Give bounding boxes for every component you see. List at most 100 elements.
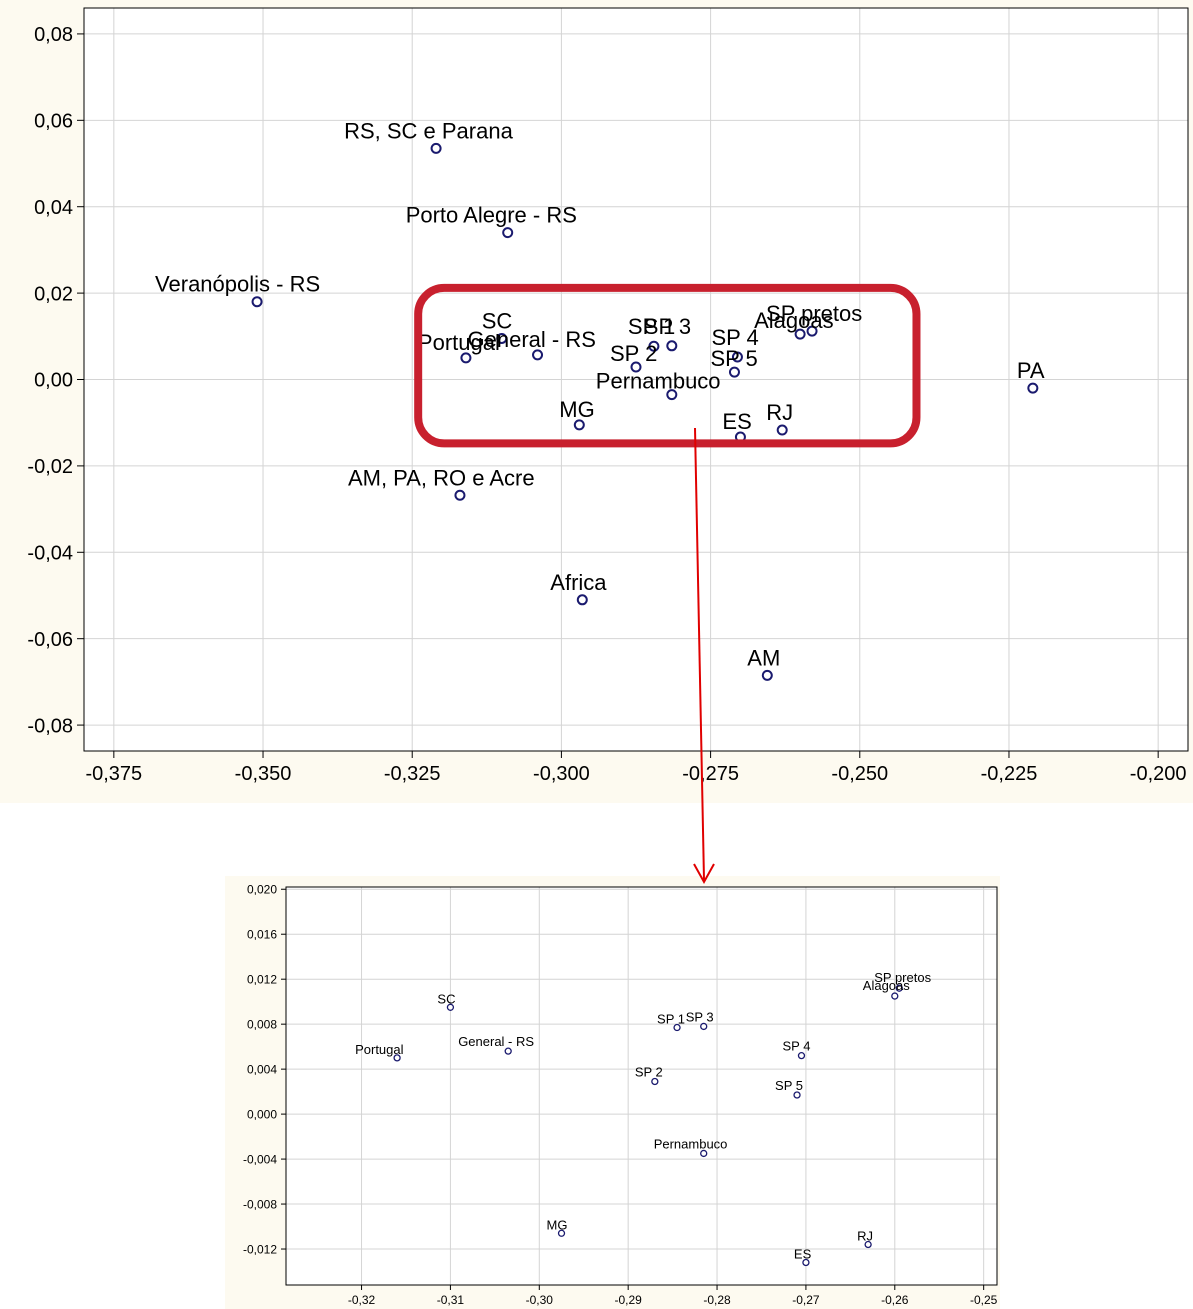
point-label-rs-sc-e-parana: RS, SC e Parana [344, 118, 514, 143]
main-chart: -0,375 -0,350 -0,325 -0,300 -0,275 -0,250 -0,2… [0, 0, 1193, 803]
point-general-rs[interactable] [532, 349, 544, 361]
point-label-am: AM [747, 645, 780, 670]
main-y-tick-label: -0,06 [27, 629, 73, 651]
point-label-sp-2: SP 2 [635, 1065, 663, 1080]
point-label-sp-1: SP 1 [657, 1012, 685, 1027]
zoom-y-tick-label: 0,020 [247, 883, 277, 897]
point-label-pa: PA [1017, 358, 1045, 383]
point-sp-3[interactable] [700, 1022, 708, 1031]
point-sp-4[interactable] [731, 351, 743, 363]
point-pa[interactable] [1027, 382, 1039, 394]
point-label-sp-pretos: SP pretos [766, 301, 862, 326]
point-label-portugal: Portugal [355, 1042, 404, 1057]
main-plot-frame [83, 7, 1189, 752]
point-am-pa-ro-e-acre[interactable] [454, 489, 466, 501]
point-label-pernambuco: Pernambuco [654, 1136, 728, 1151]
point-label-porto-alegre-rs: Porto Alegre - RS [406, 203, 577, 228]
main-y-tick-label: -0,08 [27, 715, 73, 737]
point-label-rj: RJ [857, 1229, 873, 1244]
point-label-pernambuco: Pernambuco [596, 369, 721, 394]
zoom-y-tick-label: 0,000 [247, 1107, 277, 1121]
point-label-sp-5: SP 5 [710, 346, 757, 371]
point-alagoas[interactable] [794, 328, 806, 340]
point-sp-3[interactable] [666, 340, 678, 352]
main-x-tick-label: -0,275 [682, 763, 739, 785]
point-sp-4[interactable] [797, 1051, 806, 1060]
point-rs-sc-e-parana[interactable] [430, 142, 442, 154]
point-mg[interactable] [573, 419, 585, 431]
point-label-alagoas: Alagoas [754, 308, 834, 333]
point-label-sp-3: SP 3 [686, 1009, 714, 1024]
zoom-x-tick-label: -0,27 [792, 1293, 820, 1307]
point-sc[interactable] [446, 1003, 455, 1011]
zoom-arrow-head [693, 863, 715, 885]
zoom-y-tick-label: -0,012 [243, 1242, 277, 1256]
zoom-y-tick-label: 0,008 [247, 1017, 277, 1031]
point-rj[interactable] [776, 424, 788, 436]
zoom-x-tick-label: -0,31 [437, 1293, 465, 1307]
point-label-sp-2: SP 2 [610, 341, 657, 366]
point-porto-alegre-rs[interactable] [502, 227, 514, 239]
point-label-sp-4: SP 4 [711, 325, 758, 350]
point-general-rs[interactable] [504, 1047, 512, 1055]
point-label-sp-5: SP 5 [775, 1078, 803, 1093]
zoom-plot-frame [285, 886, 998, 1286]
point-sp-pretos[interactable] [895, 984, 903, 992]
point-label-veran-polis-rs: Veranópolis - RS [155, 272, 320, 297]
point-es[interactable] [802, 1258, 810, 1267]
point-sp-2[interactable] [630, 361, 642, 373]
point-sp-5[interactable] [793, 1091, 801, 1099]
point-alagoas[interactable] [891, 992, 899, 1000]
point-pernambuco[interactable] [700, 1149, 708, 1158]
point-label-sp-3: SP 3 [644, 314, 691, 339]
main-y-tick-label: 0,08 [34, 24, 73, 46]
point-sp-pretos[interactable] [806, 325, 818, 337]
point-label-africa: Africa [550, 570, 607, 595]
main-x-tick-label: -0,325 [384, 763, 441, 785]
main-y-tick-label: 0,04 [34, 197, 73, 219]
main-y-tick-label: 0,00 [34, 370, 73, 392]
zoom-y-tick-label: 0,004 [247, 1062, 277, 1076]
point-sp-5[interactable] [728, 366, 740, 378]
point-rj[interactable] [864, 1240, 872, 1249]
point-label-sc: SC [482, 308, 513, 333]
point-mg[interactable] [557, 1229, 566, 1237]
point-label-sc: SC [437, 991, 455, 1006]
point-sp-2[interactable] [651, 1077, 659, 1086]
highlight-box [414, 283, 921, 448]
zoom-x-tick-label: -0,30 [526, 1293, 554, 1307]
zoom-x-tick-label: -0,25 [970, 1293, 998, 1307]
main-x-tick-label: -0,225 [981, 763, 1038, 785]
zoom-chart: -0,32 -0,31 -0,30 -0,29 -0,28 -0,27 -0,26 -0,25… [225, 876, 1000, 1309]
zoom-x-tick-label: -0,32 [348, 1293, 376, 1307]
zoom-x-tick-label: -0,28 [703, 1293, 731, 1307]
point-sc[interactable] [496, 332, 508, 344]
point-label-es: ES [794, 1247, 812, 1262]
point-portugal[interactable] [393, 1054, 401, 1062]
point-pernambuco[interactable] [666, 389, 678, 401]
zoom-plot-area [286, 887, 997, 1285]
zoom-y-tick-label: 0,016 [247, 928, 277, 942]
point-label-sp-pretos: SP pretos [874, 970, 931, 985]
main-y-tick-label: -0,04 [27, 542, 73, 564]
point-veran-polis-rs[interactable] [251, 296, 263, 308]
point-label-es: ES [722, 409, 751, 434]
zoom-y-tick-label: 0,012 [247, 973, 277, 987]
point-label-general-rs: General - RS [468, 327, 596, 352]
point-label-mg: MG [547, 1217, 568, 1232]
point-sp-1[interactable] [673, 1023, 681, 1032]
zoom-y-tick-label: -0,004 [243, 1152, 277, 1166]
point-am[interactable] [761, 669, 773, 681]
main-y-tick-label: 0,02 [34, 283, 73, 305]
main-x-tick-label: -0,350 [235, 763, 292, 785]
point-label-sp-4: SP 4 [782, 1039, 810, 1054]
zoom-x-tick-label: -0,26 [881, 1293, 909, 1307]
main-x-tick-label: -0,300 [533, 763, 590, 785]
point-label-rj: RJ [766, 400, 793, 425]
point-africa[interactable] [576, 594, 588, 606]
point-portugal[interactable] [460, 352, 472, 364]
main-y-tick-label: -0,02 [27, 456, 73, 478]
main-y-tick-label: 0,06 [34, 111, 73, 133]
main-x-tick-label: -0,200 [1130, 763, 1187, 785]
point-sp-1[interactable] [648, 340, 660, 352]
